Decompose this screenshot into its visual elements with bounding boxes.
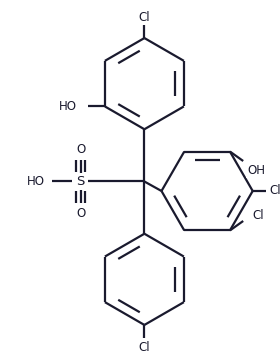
Text: O: O — [76, 207, 85, 220]
Text: HO: HO — [27, 175, 45, 188]
Text: OH: OH — [247, 164, 265, 177]
Text: S: S — [76, 175, 85, 188]
Text: O: O — [76, 143, 85, 156]
Text: Cl: Cl — [253, 209, 264, 222]
Text: Cl: Cl — [139, 341, 150, 354]
Text: HO: HO — [59, 100, 76, 113]
Text: Cl: Cl — [270, 184, 280, 198]
Text: Cl: Cl — [139, 11, 150, 24]
